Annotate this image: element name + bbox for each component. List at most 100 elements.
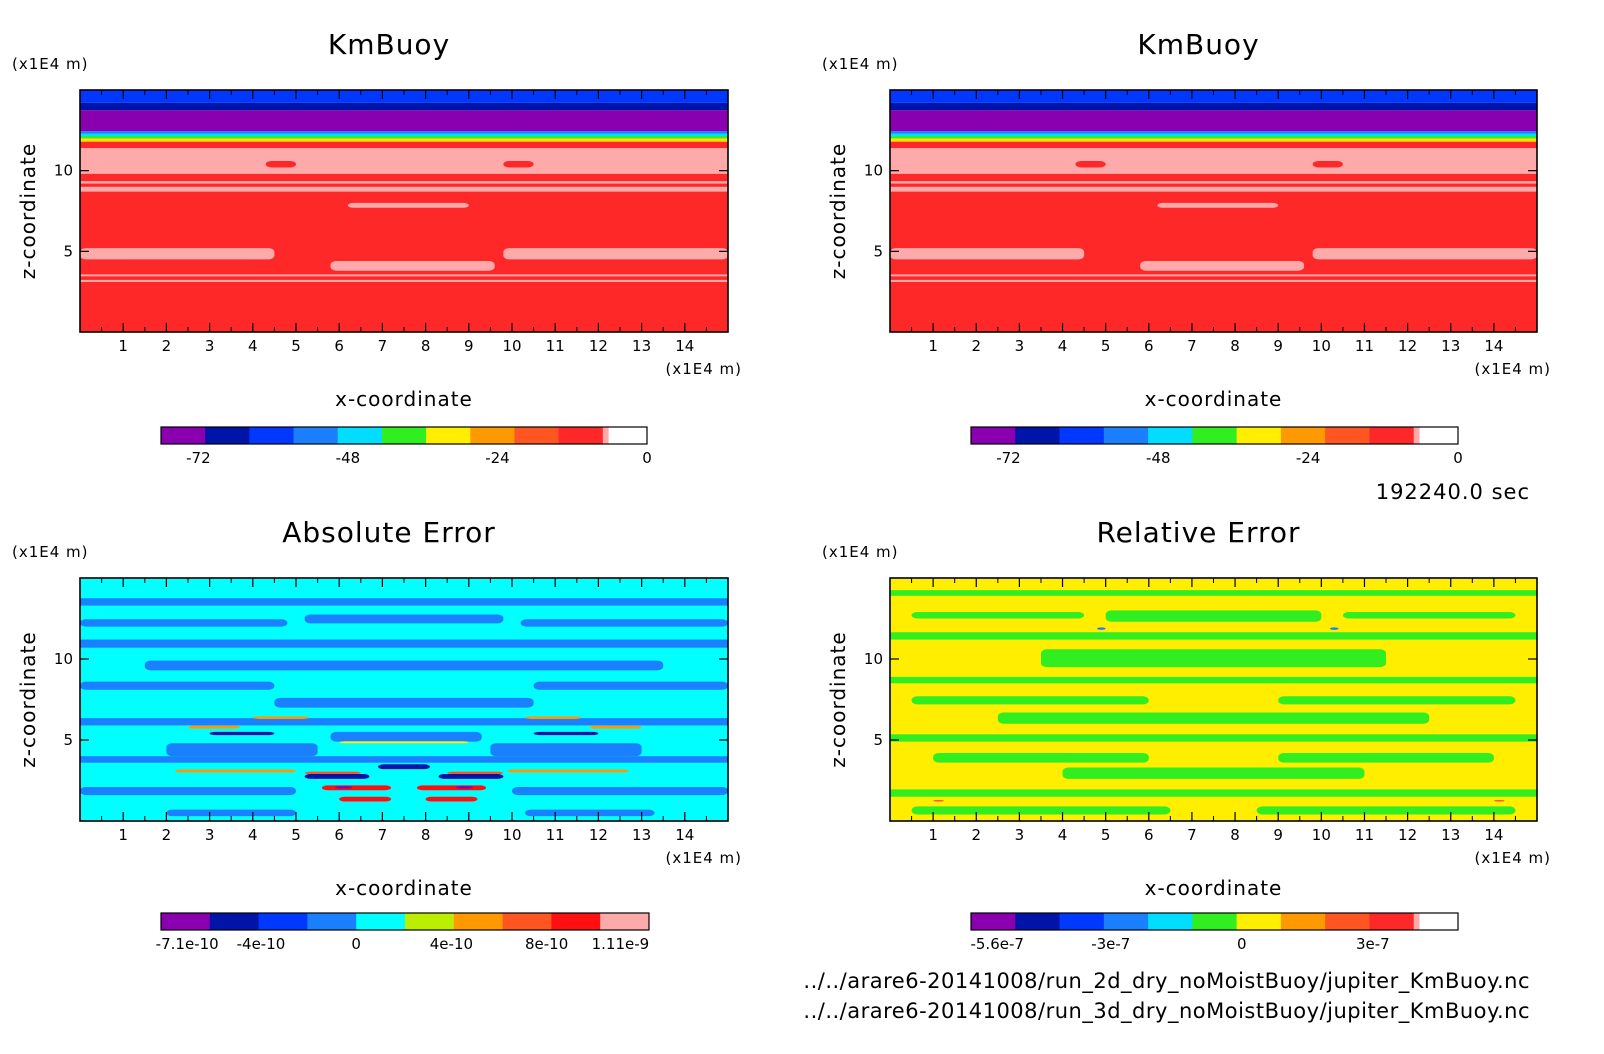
field-region bbox=[321, 785, 392, 791]
x-tick-label: 5 bbox=[1101, 826, 1111, 844]
x-tick-label: 9 bbox=[464, 826, 474, 844]
field-region bbox=[80, 90, 728, 103]
x-tick-label: 5 bbox=[291, 826, 301, 844]
colorbar-tick-label: 0 bbox=[1237, 935, 1247, 953]
field-region bbox=[80, 110, 728, 132]
x-tick-label: 1 bbox=[928, 337, 938, 355]
x-unit-label: (x1E4 m) bbox=[1474, 360, 1551, 378]
plot-area bbox=[80, 90, 728, 332]
field-region bbox=[455, 786, 474, 789]
field-region bbox=[80, 681, 275, 690]
y-axis-label: z-coordinate bbox=[16, 631, 40, 767]
x-tick-label: 14 bbox=[1484, 337, 1503, 355]
colorbar-swatch bbox=[470, 427, 515, 444]
x-tick-label: 13 bbox=[1441, 337, 1460, 355]
x-unit-label: (x1E4 m) bbox=[665, 360, 742, 378]
x-tick-label: 1 bbox=[118, 337, 128, 355]
x-tick-label: 12 bbox=[589, 337, 608, 355]
colorbar-swatch bbox=[249, 427, 295, 444]
x-tick-label: 9 bbox=[464, 337, 474, 355]
colorbar-swatch bbox=[356, 913, 406, 930]
field-region bbox=[490, 743, 642, 757]
chart-title: KmBuoy bbox=[328, 28, 450, 61]
colorbar-tick-label: -24 bbox=[485, 449, 510, 467]
x-tick-label: 10 bbox=[1312, 826, 1331, 844]
field-region bbox=[507, 769, 629, 773]
field-region bbox=[890, 676, 1537, 684]
field-region bbox=[80, 639, 728, 648]
field-region bbox=[80, 131, 728, 134]
colorbar-swatch bbox=[293, 427, 339, 444]
plot-area bbox=[890, 90, 1537, 332]
x-tick-label: 4 bbox=[1058, 826, 1068, 844]
x-tick-label: 7 bbox=[1187, 337, 1197, 355]
y-tick-label: 5 bbox=[873, 731, 883, 749]
field-region bbox=[1493, 799, 1505, 802]
field-region bbox=[334, 786, 353, 789]
x-tick-label: 11 bbox=[1355, 337, 1374, 355]
x-tick-label: 9 bbox=[1273, 826, 1283, 844]
colorbar-tick-label: -7.1e-10 bbox=[156, 935, 219, 953]
field-region bbox=[933, 752, 1149, 763]
colorbar-tick-label: -72 bbox=[186, 449, 211, 467]
y-unit-label: (x1E4 m) bbox=[12, 55, 89, 73]
file-path-1: ../../arare6-20141008/run_2d_dry_noMoist… bbox=[803, 969, 1530, 994]
x-tick-label: 7 bbox=[1187, 826, 1197, 844]
field-region bbox=[911, 806, 1171, 815]
colorbar-swatch bbox=[1236, 913, 1282, 930]
field-region bbox=[533, 731, 599, 736]
colorbar-swatch bbox=[1192, 427, 1238, 444]
x-axis-label: x-coordinate bbox=[335, 876, 473, 900]
y-tick-label: 5 bbox=[63, 731, 73, 749]
field-region bbox=[1312, 248, 1537, 260]
field-region bbox=[890, 135, 1537, 139]
x-tick-label: 3 bbox=[1015, 826, 1025, 844]
x-tick-label: 6 bbox=[334, 826, 344, 844]
x-tick-label: 12 bbox=[1398, 337, 1417, 355]
field-region bbox=[890, 102, 1537, 111]
chart-panel-2: KmBuoy(x1E4 m)1 2 3 4 5 6 7 8 9 10 11 12 13 14510(x1E… bbox=[822, 28, 1551, 467]
y-tick-label: 10 bbox=[864, 650, 883, 668]
colorbar-tick-label: 3e-7 bbox=[1356, 935, 1390, 953]
field-region bbox=[911, 612, 1085, 619]
field-region bbox=[330, 731, 482, 742]
field-region bbox=[166, 809, 296, 817]
colorbar-swatch bbox=[600, 913, 650, 930]
field-region bbox=[80, 148, 728, 174]
x-tick-label: 8 bbox=[421, 337, 431, 355]
field-region bbox=[890, 148, 1537, 174]
x-tick-label: 2 bbox=[971, 337, 981, 355]
colorbar-swatch bbox=[1280, 913, 1326, 930]
field-region bbox=[890, 110, 1537, 132]
x-tick-label: 5 bbox=[291, 337, 301, 355]
x-tick-label: 6 bbox=[1144, 337, 1154, 355]
field-region bbox=[890, 133, 1537, 136]
y-tick-label: 10 bbox=[54, 162, 73, 180]
x-tick-label: 8 bbox=[1230, 337, 1240, 355]
colorbar-swatch bbox=[1325, 427, 1370, 444]
colorbar-tick-label: -24 bbox=[1296, 449, 1321, 467]
chart-title: Relative Error bbox=[1096, 516, 1300, 549]
colorbar-swatch bbox=[426, 427, 471, 444]
field-region bbox=[304, 771, 361, 775]
x-tick-label: 8 bbox=[1230, 826, 1240, 844]
field-region bbox=[274, 697, 534, 708]
x-tick-label: 4 bbox=[1058, 337, 1068, 355]
x-axis-label: x-coordinate bbox=[1145, 876, 1283, 900]
plot-area bbox=[80, 578, 728, 821]
field-region bbox=[80, 133, 728, 136]
field-region bbox=[80, 135, 728, 139]
x-tick-label: 9 bbox=[1273, 337, 1283, 355]
field-region bbox=[1157, 202, 1279, 208]
y-tick-label: 5 bbox=[63, 242, 73, 260]
chart-panel-1: KmBuoy(x1E4 m)1 2 3 4 5 6 7 8 9 10 11 12 13 14510(x1E… bbox=[12, 28, 742, 467]
x-tick-label: 2 bbox=[162, 826, 172, 844]
field-region bbox=[890, 590, 1537, 596]
field-region bbox=[144, 660, 664, 671]
colorbar-tick-label: -4e-10 bbox=[237, 935, 286, 953]
x-tick-label: 8 bbox=[421, 826, 431, 844]
field-region bbox=[890, 274, 1537, 277]
field-region bbox=[80, 274, 728, 277]
colorbar-tick-label: 0 bbox=[642, 449, 652, 467]
